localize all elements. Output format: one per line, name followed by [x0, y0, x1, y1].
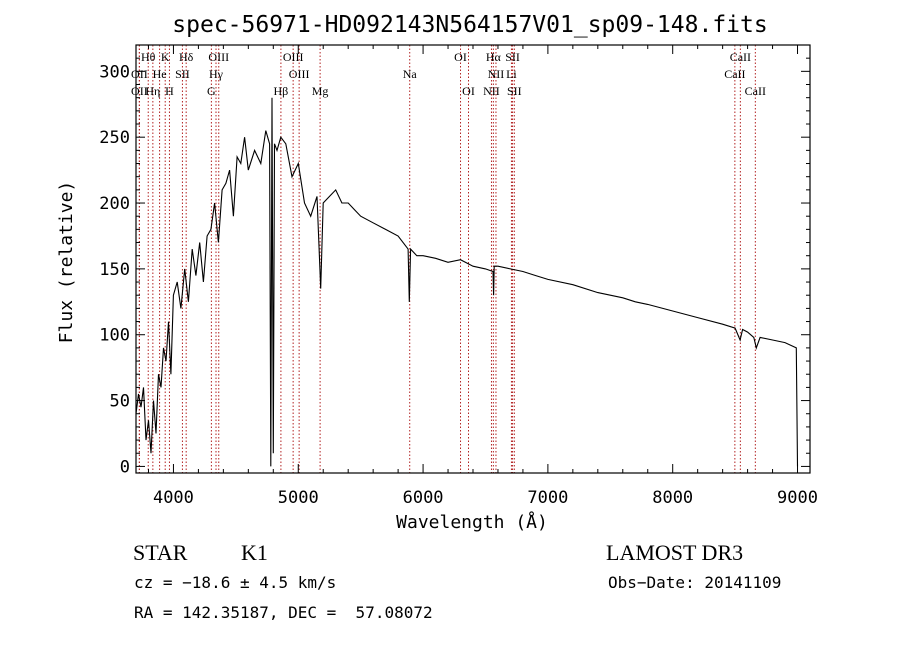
spectral-line-label: OIII	[283, 50, 304, 64]
object-subclass: K1	[241, 540, 268, 565]
spectral-line-label: OII	[131, 84, 148, 98]
spectral-line-label: CaII	[724, 67, 745, 81]
y-axis-label: Flux (relative)	[56, 181, 77, 344]
spectral-line-label: H	[165, 84, 174, 98]
x-tick-label: 9000	[777, 488, 818, 508]
x-tick-label: 8000	[652, 488, 693, 508]
survey-name: LAMOST DR3	[606, 540, 744, 565]
spectral-line-label: NII	[483, 84, 500, 98]
spectral-line-label: OI	[454, 50, 467, 64]
spectral-line-label: He	[153, 67, 167, 81]
x-tick-label: 6000	[403, 488, 444, 508]
ra-dec-coordinates: RA = 142.35187, DEC = 57.08072	[134, 603, 433, 622]
spectral-line-label: K	[161, 50, 170, 64]
spectral-line-label: Hη	[145, 84, 160, 98]
plot-frame	[135, 44, 811, 474]
spectral-line-label: CaII	[745, 84, 766, 98]
spectral-line-label: Na	[403, 67, 418, 81]
object-class: STAR	[133, 540, 188, 565]
x-axis-label: Wavelength (Å)	[396, 511, 548, 533]
spectral-line-label: OII	[131, 67, 148, 81]
spectral-line-label: SII	[507, 84, 522, 98]
spectral-line-label: Mg	[312, 84, 329, 98]
y-tick-label: 100	[99, 326, 130, 346]
spectral-line-label: Hδ	[179, 50, 194, 64]
y-tick-label: 150	[99, 260, 130, 280]
y-axis-ticks: 0 50 100 150 200 250 300	[99, 44, 810, 477]
y-tick-label: 0	[120, 457, 130, 477]
spectral-line-label: OI	[462, 84, 475, 98]
spectral-line-label: OIII	[289, 67, 310, 81]
x-axis-ticks: 4000 5000 6000 7000 8000 9000	[147, 45, 818, 508]
spectral-line-label: Hα	[486, 50, 502, 64]
y-tick-label: 250	[99, 128, 130, 148]
x-tick-label: 4000	[153, 488, 194, 508]
spectral-line-label: Hγ	[209, 67, 224, 81]
y-tick-label: 300	[99, 62, 130, 82]
x-tick-label: 5000	[278, 488, 319, 508]
spectral-line-label: NII	[488, 67, 505, 81]
redshift-cz: cz = −18.6 ± 4.5 km/s	[134, 573, 337, 592]
x-tick-label: 7000	[527, 488, 568, 508]
spectral-line-label: G	[207, 84, 216, 98]
spectrum-series-line	[135, 97, 799, 467]
spectral-line-label: SII	[175, 67, 190, 81]
spectral-line-label: Hβ	[274, 84, 289, 98]
spectral-line-label: SII	[505, 50, 520, 64]
y-tick-label: 200	[99, 194, 130, 214]
spectral-line-label: CaII	[730, 50, 751, 64]
observation-date: Obs−Date: 20141109	[608, 573, 782, 592]
spectral-line-label: OIII	[208, 50, 229, 64]
y-tick-label: 50	[110, 392, 130, 412]
spectral-line-label: Li	[506, 67, 517, 81]
spectral-line-label: Hθ	[141, 50, 156, 64]
chart-title: spec-56971-HD092143N564157V01_sp09-148.f…	[172, 12, 767, 38]
spectral-line-markers	[138, 45, 756, 473]
